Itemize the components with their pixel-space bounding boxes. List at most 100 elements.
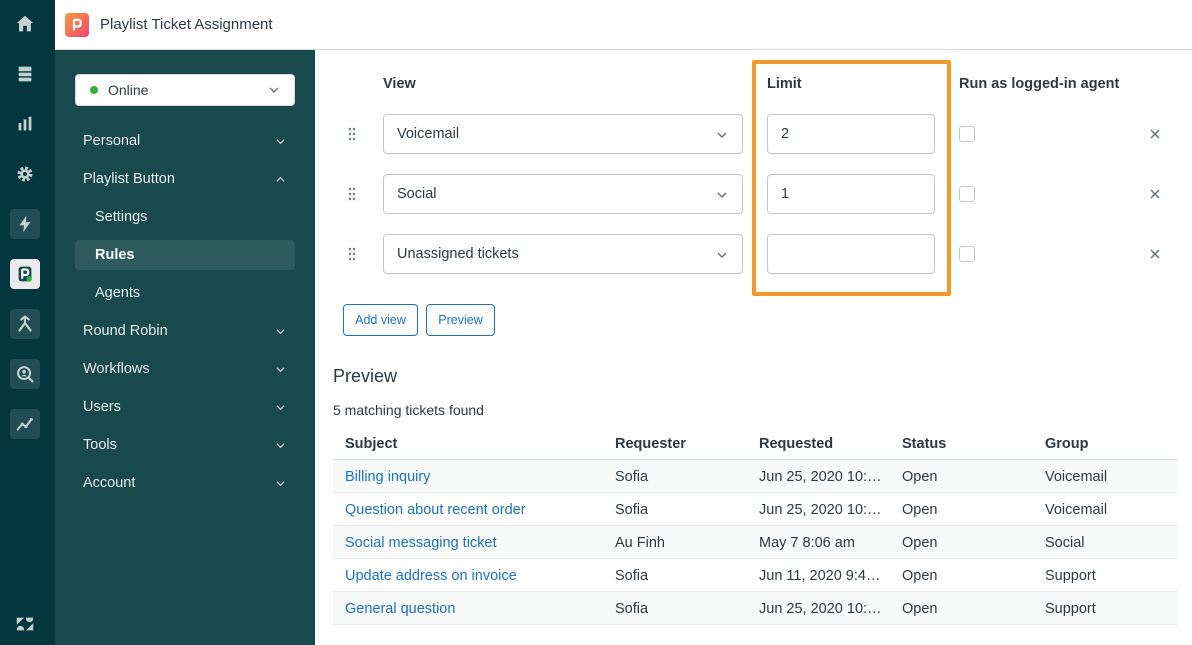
ticket-subject-link[interactable]: Update address on invoice (345, 567, 517, 584)
limit-value: 1 (781, 186, 790, 202)
nav-label: Account (83, 475, 136, 491)
analytics-icon[interactable] (10, 409, 40, 439)
views-icon[interactable] (10, 59, 40, 89)
playlist-app-icon[interactable] (10, 259, 40, 289)
rules-page: View Limit Run as logged-in agent Voicem… (315, 50, 1192, 645)
ticket-requested: Jun 11, 2020 9:4… (759, 567, 881, 584)
nav-settings[interactable]: Settings (75, 202, 295, 232)
view-select-value: Voicemail (397, 126, 460, 142)
app-header: Playlist Ticket Assignment (55, 0, 1192, 50)
ticket-group: Support (1045, 600, 1096, 617)
close-icon[interactable] (1148, 187, 1162, 201)
view-column-header: View (383, 76, 416, 92)
column-header-subject[interactable]: Subject (345, 435, 398, 452)
table-row: Question about recent order Sofia Jun 25… (333, 493, 1177, 526)
nav-label: Agents (95, 285, 141, 301)
nav-label: Workflows (83, 361, 150, 377)
nav-account[interactable]: Account (75, 468, 295, 498)
column-header-requester[interactable]: Requester (615, 435, 686, 452)
admin-gear-icon[interactable] (10, 159, 40, 189)
nav-agents[interactable]: Agents (75, 278, 295, 308)
run-as-agent-checkbox[interactable] (959, 246, 975, 262)
chevron-down-icon (276, 329, 285, 335)
nav-tools[interactable]: Tools (75, 430, 295, 460)
nav-label: Playlist Button (83, 171, 175, 187)
limit-column-header: Limit (767, 76, 802, 92)
preview-heading: Preview (333, 366, 398, 386)
ticket-status: Open (902, 567, 938, 584)
drag-handle-icon[interactable] (348, 247, 356, 261)
run-as-agent-column-header: Run as logged-in agent (959, 76, 1120, 92)
round-robin-icon[interactable] (10, 309, 40, 339)
chevron-down-icon (717, 132, 727, 138)
preview-button[interactable]: Preview (426, 304, 495, 336)
table-header-row: Subject Requester Requested Status Group (333, 427, 1177, 460)
chevron-down-icon (717, 192, 727, 198)
close-icon[interactable] (1148, 247, 1162, 261)
ticket-subject-link[interactable]: Question about recent order (345, 501, 526, 518)
chevron-down-icon (276, 367, 285, 373)
ticket-requested: May 7 8:06 am (759, 534, 855, 551)
run-as-agent-checkbox[interactable] (959, 126, 975, 142)
nav-round-robin[interactable]: Round Robin (75, 316, 295, 346)
nav-workflows[interactable]: Workflows (75, 354, 295, 384)
nav-label: Round Robin (83, 323, 168, 339)
nav-users[interactable]: Users (75, 392, 295, 422)
chevron-down-icon (276, 405, 285, 411)
reporting-icon[interactable] (10, 109, 40, 139)
table-row: Social messaging ticket Au Finh May 7 8:… (333, 526, 1177, 559)
ticket-requester: Au Finh (615, 534, 665, 551)
column-header-group[interactable]: Group (1045, 435, 1089, 452)
ticket-subject-link[interactable]: Billing inquiry (345, 468, 431, 485)
view-select[interactable]: Social (383, 174, 743, 214)
chevron-up-icon (276, 176, 285, 182)
chevron-down-icon (717, 252, 727, 258)
limit-input[interactable]: 1 (767, 174, 935, 214)
table-row: General question Sofia Jun 25, 2020 10:…… (333, 592, 1177, 625)
ticket-group: Support (1045, 567, 1096, 584)
view-select-value: Social (397, 186, 437, 202)
ticket-requested: Jun 25, 2020 10:… (759, 501, 882, 518)
column-header-requested[interactable]: Requested (759, 435, 834, 452)
close-icon[interactable] (1148, 127, 1162, 141)
view-select[interactable]: Voicemail (383, 114, 743, 154)
limit-input[interactable]: 2 (767, 114, 935, 154)
add-view-button[interactable]: Add view (343, 304, 418, 336)
app-title: Playlist Ticket Assignment (100, 16, 273, 33)
column-header-status[interactable]: Status (902, 435, 947, 452)
ticket-group: Social (1045, 534, 1085, 551)
ticket-requested: Jun 25, 2020 10:… (759, 468, 882, 485)
ticket-status: Open (902, 468, 938, 485)
view-select[interactable]: Unassigned tickets (383, 234, 743, 274)
nav-personal[interactable]: Personal (75, 126, 295, 156)
ticket-subject-link[interactable]: Social messaging ticket (345, 534, 497, 551)
drag-handle-icon[interactable] (348, 127, 356, 141)
home-icon[interactable] (10, 9, 40, 39)
nav-playlist-button[interactable]: Playlist Button (75, 164, 295, 194)
matching-tickets-count: 5 matching tickets found (333, 402, 484, 418)
nav-label: Rules (95, 247, 135, 263)
ticket-status: Open (902, 600, 938, 617)
ticket-subject-link[interactable]: General question (345, 600, 456, 617)
agent-status-dropdown[interactable]: Online (75, 74, 295, 106)
run-as-agent-checkbox[interactable] (959, 186, 975, 202)
agent-status-label: Online (108, 82, 149, 98)
nav-label: Settings (95, 209, 148, 225)
nav-label: Users (83, 399, 121, 415)
search-user-icon[interactable] (10, 359, 40, 389)
chevron-down-icon (269, 87, 279, 93)
nav-label: Personal (83, 133, 141, 149)
ticket-requester: Sofia (615, 567, 649, 584)
product-rail (0, 0, 55, 645)
limit-value: 2 (781, 126, 790, 142)
ticket-requester: Sofia (615, 501, 649, 518)
ticket-requester: Sofia (615, 468, 649, 485)
drag-handle-icon[interactable] (348, 187, 356, 201)
limit-input[interactable] (767, 234, 935, 274)
nav-rules[interactable]: Rules (75, 240, 295, 270)
chevron-down-icon (276, 443, 285, 449)
ticket-requested: Jun 25, 2020 10:… (759, 600, 882, 617)
nav-label: Tools (83, 437, 117, 453)
zendesk-logo-icon[interactable] (10, 609, 40, 639)
lightning-icon[interactable] (10, 209, 40, 239)
